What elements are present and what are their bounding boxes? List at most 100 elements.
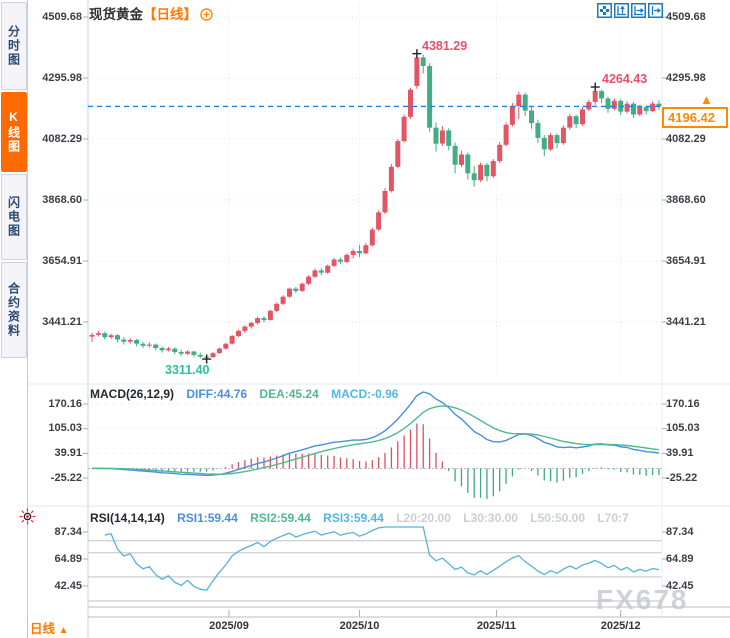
add-indicator-icon[interactable] [200, 8, 213, 24]
candle-body [337, 259, 343, 262]
candle-body [567, 116, 573, 128]
candle-body [631, 103, 636, 115]
macd-diff-value: DIFF:44.76 [186, 387, 248, 401]
candle-body [287, 288, 292, 297]
rsi2-value: RSI2:59.44 [250, 511, 311, 525]
candle-body [267, 310, 273, 320]
candle-body [242, 326, 248, 331]
candle-body [165, 348, 171, 351]
fx678-watermark: FX678 [596, 584, 689, 615]
candle-body [478, 164, 484, 181]
candle-body [223, 343, 229, 349]
candle-body [236, 330, 241, 336]
candle-body [452, 145, 458, 165]
candle-body [554, 135, 560, 144]
candle-body [255, 318, 261, 323]
candle-body [185, 351, 191, 354]
candle-body [140, 343, 146, 346]
candle-body [388, 166, 394, 192]
macd-diff-line [91, 391, 659, 477]
candle-body [369, 229, 375, 246]
rsi-title: RSI(14,14,14) [90, 511, 165, 525]
candle-body [127, 340, 133, 342]
candle-body [102, 333, 108, 338]
candle-body [363, 245, 369, 254]
rsi-l20-value: L20:20.00 [396, 511, 451, 525]
candle-body [115, 335, 120, 340]
candle-body [529, 110, 534, 124]
chart-title: 现货黄金【日线】 [89, 3, 213, 24]
candle-body [382, 191, 388, 213]
candle-body [134, 340, 140, 344]
candle-body [210, 353, 216, 358]
period-selector[interactable]: 日线 ▲ [30, 618, 68, 637]
pan-right-icon[interactable] [648, 3, 663, 18]
macd-header: MACD(26,12,9) DIFF:44.76 DEA:45.24 MACD:… [90, 387, 728, 401]
macd-dea-value: DEA:45.24 [259, 387, 319, 401]
candle-body [280, 296, 286, 304]
y-axis-scale-icon[interactable] [614, 3, 629, 18]
live-flash-icon [19, 508, 36, 525]
candle-body [299, 283, 305, 291]
rsi-l50-value: L50:50.00 [530, 511, 585, 525]
candle-body [376, 212, 382, 230]
sidebar-tab-lightning-chart[interactable]: 闪电图 [1, 174, 27, 260]
candle-body [541, 137, 547, 150]
chart-type-sidebar: 分时图 K线图 闪电图 合约资料 [0, 0, 28, 638]
candle-body [433, 127, 439, 144]
candle-body [459, 154, 464, 165]
candle-body [95, 333, 101, 335]
candle-body [439, 130, 445, 144]
crosshair-move-icon[interactable] [597, 3, 612, 18]
candle-body [586, 102, 592, 110]
rsi3-value: RSI3:59.44 [323, 511, 384, 525]
candle-body [153, 344, 159, 348]
candle-body [216, 348, 222, 354]
candle-body [191, 351, 197, 355]
candle-body [312, 270, 318, 277]
candle-body [624, 103, 630, 112]
candle-body [580, 109, 585, 125]
candle-body [637, 107, 643, 115]
candle-body [643, 107, 649, 112]
candle-body [325, 265, 331, 273]
candle-body [573, 116, 579, 125]
sidebar-tab-timeshare-chart[interactable]: 分时图 [1, 2, 27, 90]
candle-body [503, 124, 509, 145]
candle-body [357, 251, 362, 254]
period-selector-label: 日线 [30, 622, 56, 636]
candle-body [560, 127, 566, 144]
candle-body [471, 173, 477, 181]
macd-hist-value: MACD:-0.96 [331, 387, 399, 401]
candle-body [427, 66, 433, 128]
candle-body [420, 57, 426, 66]
macd-dea-line [92, 405, 659, 475]
candle-body [497, 144, 503, 162]
candle-body [178, 352, 184, 354]
candle-body [331, 259, 337, 266]
candle-body [395, 141, 401, 167]
sidebar-tab-kline-chart[interactable]: K线图 [1, 92, 27, 172]
candle-body [656, 103, 662, 107]
candle-body [261, 318, 267, 321]
sidebar-tab-contract-info[interactable]: 合约资料 [1, 262, 27, 358]
candle-body [592, 91, 598, 102]
candle-body [516, 94, 522, 106]
candle-body [408, 89, 413, 117]
candle-body [446, 130, 452, 146]
candle-body [350, 251, 356, 255]
period-tag: 【日线】 [143, 7, 197, 22]
candle-body [318, 270, 324, 273]
candle-body [465, 154, 471, 174]
candle-body [306, 276, 312, 284]
chart-toolbar [597, 3, 663, 18]
candle-body [401, 116, 407, 142]
candle-body [229, 336, 235, 344]
candle-body [293, 288, 299, 291]
candle-body [522, 94, 528, 111]
candle-body [605, 98, 611, 109]
candle-body [650, 103, 656, 112]
x-axis-scale-icon[interactable] [631, 3, 646, 18]
rsi-line [104, 526, 660, 591]
